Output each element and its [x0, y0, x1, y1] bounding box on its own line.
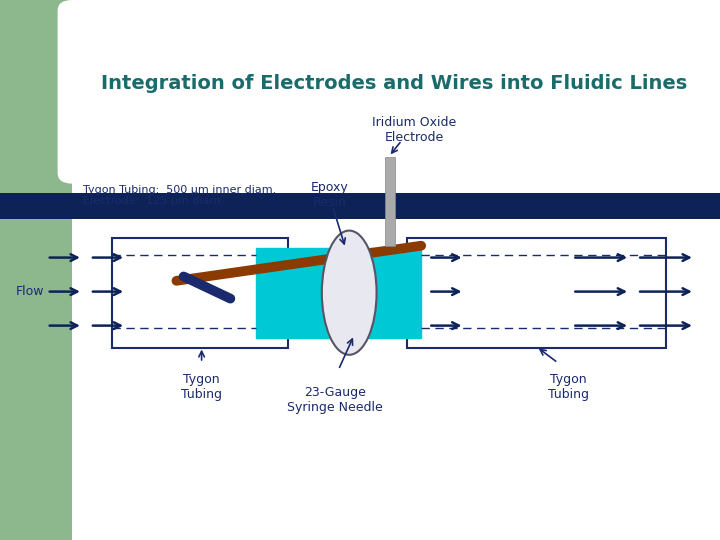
Text: Tygon
Tubing: Tygon Tubing [181, 373, 222, 401]
Bar [385, 157, 395, 246]
Text: 23-Gauge
Syringe Needle: 23-Gauge Syringe Needle [287, 386, 382, 414]
Bar [0, 0, 274, 151]
Text: Iridium Oxide
Electrode: Iridium Oxide Electrode [372, 116, 456, 144]
Bar [0, 0, 72, 540]
FancyBboxPatch shape [58, 0, 720, 184]
Bar [407, 238, 666, 348]
Text: Flow: Flow [16, 285, 45, 298]
Ellipse shape [322, 231, 377, 355]
Bar [112, 238, 288, 348]
Text: Tygon Tubing:  500 μm inner diam.
Electrode:  125 μm diam.: Tygon Tubing: 500 μm inner diam. Electro… [83, 185, 276, 206]
Text: Integration of Electrodes and Wires into Fluidic Lines: Integration of Electrodes and Wires into… [101, 74, 687, 93]
Bar [0, 193, 720, 219]
Bar [256, 248, 421, 338]
Text: Epoxy
Resin: Epoxy Resin [311, 181, 348, 210]
Text: Tygon
Tubing: Tygon Tubing [549, 373, 589, 401]
